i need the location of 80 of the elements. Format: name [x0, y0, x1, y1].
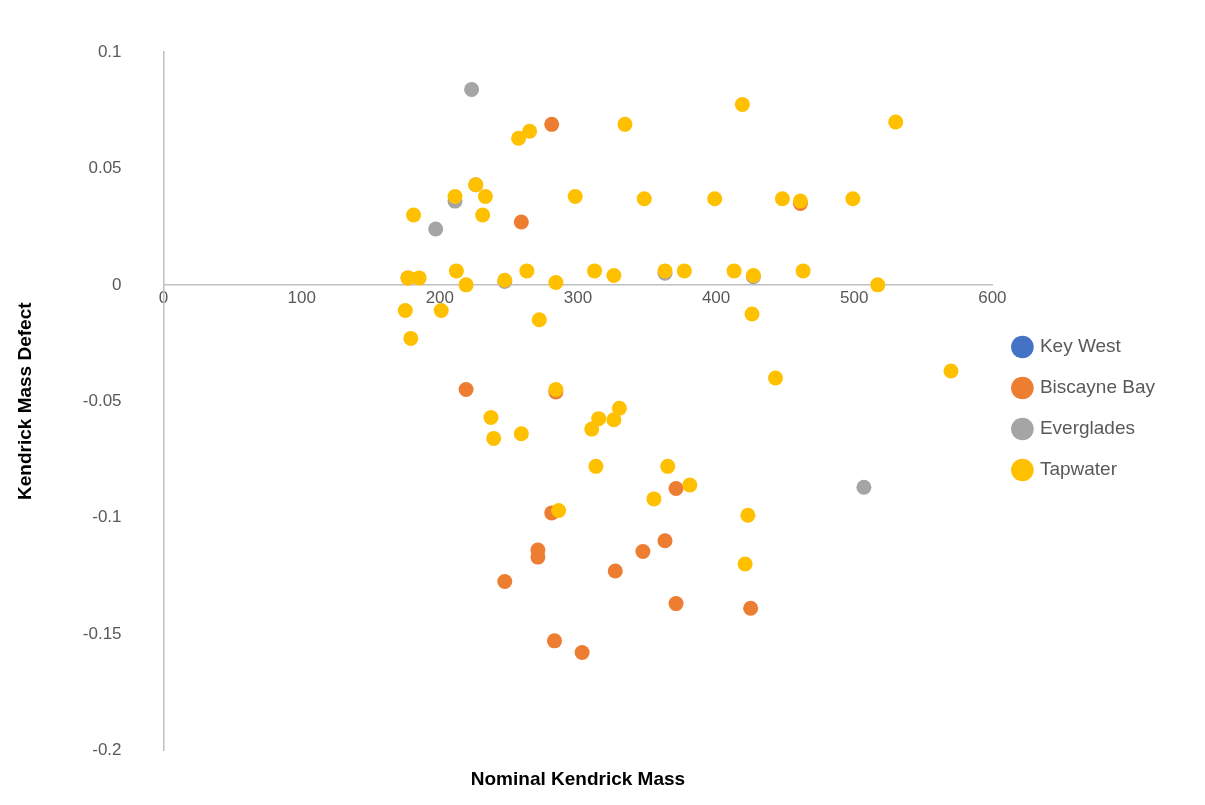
point [734, 97, 750, 113]
y-tick-label: 0.1 [97, 41, 122, 61]
point [617, 116, 633, 132]
point [744, 306, 760, 322]
point [635, 544, 651, 559]
x-tick-label: 100 [287, 287, 316, 307]
point [845, 191, 861, 207]
point [611, 400, 627, 416]
x-tick-label: 400 [701, 287, 731, 307]
point [584, 421, 600, 437]
point [870, 277, 886, 293]
point [477, 188, 493, 204]
point [660, 458, 676, 474]
point [486, 430, 502, 446]
y-tick-label: -0.2 [92, 739, 122, 759]
legend-label: Tapwater [1039, 458, 1118, 480]
point [768, 370, 784, 386]
y-tick-label: -0.05 [82, 390, 122, 410]
legend-label: Everglades [1039, 417, 1135, 439]
point [522, 123, 538, 139]
point [397, 302, 413, 318]
point [448, 263, 464, 279]
point [795, 263, 811, 279]
point [588, 458, 604, 474]
point [646, 491, 662, 507]
point [636, 191, 652, 207]
legend-label: Key West [1039, 335, 1122, 357]
point [464, 81, 480, 97]
point [458, 382, 474, 398]
point [740, 507, 756, 523]
point [591, 411, 607, 427]
point [546, 633, 562, 649]
point [682, 477, 698, 493]
point [726, 263, 742, 279]
point [668, 596, 684, 612]
point [707, 191, 723, 207]
point [428, 221, 444, 237]
point [531, 312, 547, 328]
x-tick-label: 200 [425, 287, 455, 307]
point [513, 214, 529, 230]
point [774, 191, 790, 207]
point [544, 116, 560, 132]
point [668, 480, 684, 496]
point [475, 207, 491, 223]
point [447, 188, 463, 204]
point [511, 130, 527, 146]
x-tick-label: 600 [978, 287, 1007, 307]
point [743, 600, 759, 616]
point [587, 263, 603, 279]
point [483, 409, 499, 425]
point [607, 563, 623, 579]
x-tick-label: 500 [840, 287, 869, 307]
point [513, 426, 529, 442]
x-axis-title: Nominal Kendrick Mass [470, 767, 686, 789]
point [606, 412, 622, 428]
point [574, 644, 590, 660]
point [519, 263, 535, 279]
point [548, 275, 564, 291]
point [567, 188, 583, 204]
y-tick-label: 0.05 [88, 158, 122, 178]
point [856, 479, 872, 495]
point [943, 363, 959, 379]
y-axis-title: Kendrick Mass Defect [13, 301, 35, 500]
point [676, 263, 692, 279]
x-tick-label: 300 [563, 287, 593, 307]
point [606, 268, 622, 284]
point [497, 574, 513, 590]
point [888, 114, 904, 130]
point [551, 503, 567, 519]
legend-label: Biscayne Bay [1039, 376, 1156, 398]
point [403, 330, 419, 346]
point [411, 270, 427, 286]
point [657, 533, 673, 549]
point [433, 302, 449, 318]
point [737, 556, 753, 572]
y-tick-label: 0 [112, 274, 122, 294]
point [406, 207, 422, 223]
point [458, 277, 474, 293]
y-tick-label: -0.15 [82, 623, 122, 643]
y-tick-label: -0.1 [92, 507, 122, 527]
